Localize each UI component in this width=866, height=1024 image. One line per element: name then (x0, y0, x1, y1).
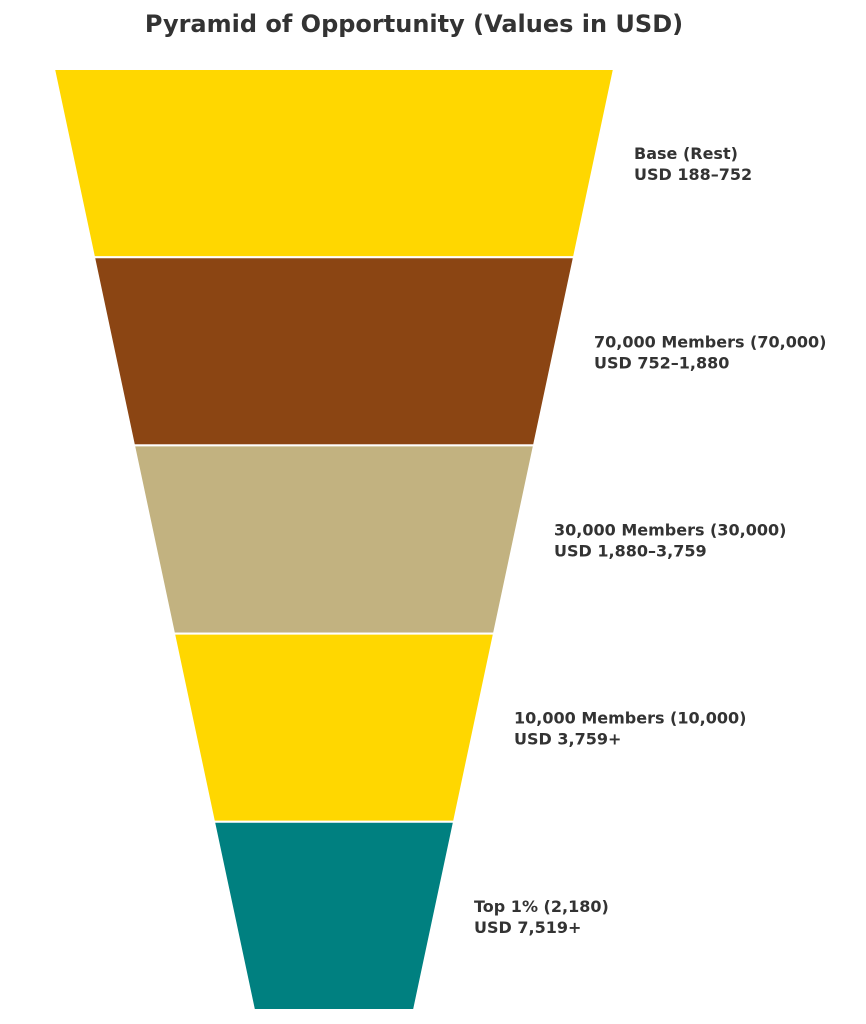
tier-range-2: USD 752–1,880 (594, 353, 729, 372)
tier-range-3: USD 1,880–3,759 (554, 542, 707, 561)
tier-label-4: 10,000 Members (10,000) USD 3,759+ (514, 709, 746, 749)
tier-4 (172, 632, 496, 823)
tier-label-2: 70,000 Members (70,000) USD 752–1,880 (594, 332, 826, 372)
chart-title: Pyramid of Opportunity (Values in USD) (145, 10, 683, 38)
tier-label-5: Top 1% (2,180) USD 7,519+ (474, 897, 609, 937)
tier-range-5: USD 7,519+ (474, 918, 581, 937)
tier-labels: Base (Rest) USD 188–752 70,000 Members (70… (474, 144, 826, 937)
tier-name-1: Base (Rest) (634, 144, 738, 163)
tier-range-1: USD 188–752 (634, 165, 752, 184)
tier-5 (212, 820, 456, 1011)
funnel-tiers (52, 68, 616, 1011)
tier-label-1: Base (Rest) USD 188–752 (634, 144, 752, 184)
tier-label-3: 30,000 Members (30,000) USD 1,880–3,759 (554, 521, 786, 561)
tier-name-3: 30,000 Members (30,000) (554, 521, 786, 540)
tier-name-4: 10,000 Members (10,000) (514, 709, 746, 728)
tier-1 (52, 68, 616, 259)
tier-2 (92, 256, 576, 447)
tier-3 (132, 444, 536, 635)
tier-range-4: USD 3,759+ (514, 730, 621, 749)
tier-name-5: Top 1% (2,180) (474, 897, 609, 916)
tier-name-2: 70,000 Members (70,000) (594, 332, 826, 351)
